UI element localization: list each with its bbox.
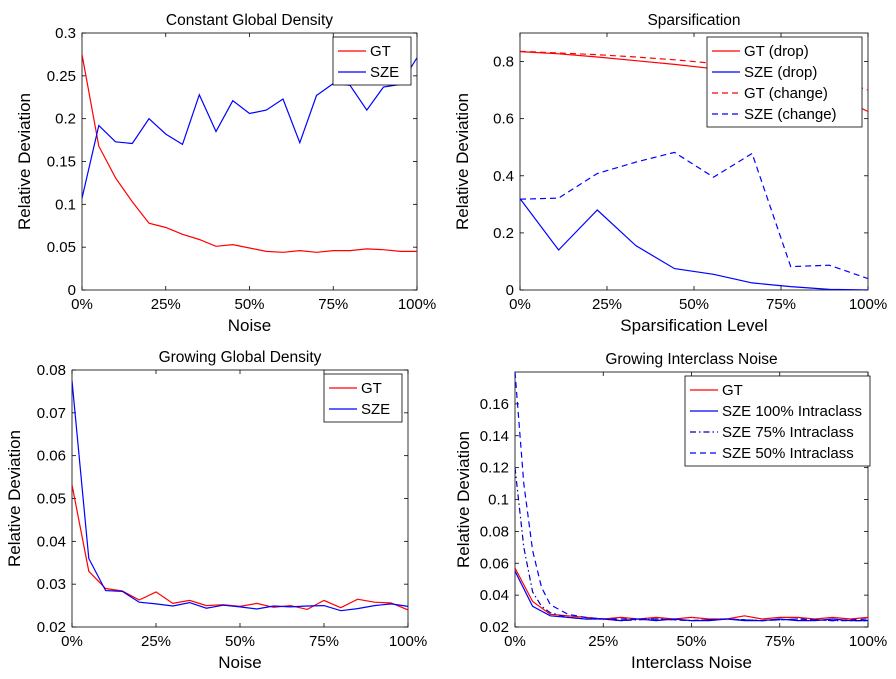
y-tick-label: 0.6	[493, 111, 514, 128]
legend-label: SZE 100% Intraclass	[722, 403, 862, 420]
legend: GT (drop) SZE (drop) GT (change) SZE (chang…	[706, 36, 863, 128]
chart-panel-2: 0% 25% 50% 75% 100% 0 0.2 0.4 0.6 0.8 Sparsificati…	[453, 12, 887, 335]
y-tick-label: 0.08	[37, 362, 66, 379]
chart-title: Sparsification	[647, 12, 740, 29]
x-tick-label: 75%	[766, 296, 796, 313]
series-line-sze	[82, 57, 417, 199]
series-line-sze-75-intraclass	[515, 467, 868, 622]
legend-box	[323, 373, 403, 423]
legend: GT SZE	[332, 36, 412, 86]
x-tick-label: 100%	[849, 633, 887, 650]
y-tick-label: 0.05	[37, 491, 66, 508]
x-tick-label: 50%	[225, 633, 255, 650]
y-tick-label: 0.2	[55, 111, 76, 128]
y-tick-label: 0.06	[37, 448, 66, 465]
legend-box	[706, 36, 863, 128]
legend-label: GT (drop)	[744, 43, 809, 60]
y-axis-label: Relative Deviation	[5, 430, 24, 567]
y-tick-label: 0.03	[37, 576, 66, 593]
y-tick-label: 0	[506, 282, 514, 299]
legend-label: SZE 75% Intraclass	[722, 424, 854, 441]
legend-label: GT	[722, 382, 743, 399]
x-tick-label: 0%	[509, 296, 531, 313]
x-tick-label: 100%	[389, 633, 427, 650]
chart-title: Constant Global Density	[166, 12, 333, 29]
x-axis-label: Noise	[228, 316, 271, 335]
x-tick-label: 25%	[151, 296, 181, 313]
x-tick-label: 100%	[849, 296, 887, 313]
y-tick-label: 0.04	[37, 533, 66, 550]
chart-title: Growing Global Density	[159, 349, 322, 366]
y-tick-label: 0.07	[37, 405, 66, 422]
y-tick-label: 0.3	[55, 25, 76, 42]
y-tick-label: 0.25	[47, 68, 76, 85]
x-tick-label: 50%	[679, 296, 709, 313]
y-tick-label: 0.16	[480, 396, 509, 413]
x-tick-label: 25%	[141, 633, 171, 650]
y-axis-label: Relative Deviation	[454, 431, 473, 568]
legend: GT SZE	[323, 373, 403, 423]
chart-panel-3: 0% 25% 50% 75% 100% 0.02 0.03 0.04 0.05 0.06 0.07 0…	[5, 349, 427, 672]
y-axis-label: Relative Deviation	[453, 93, 472, 230]
x-tick-label: 25%	[588, 633, 618, 650]
y-tick-label: 0	[68, 282, 76, 299]
legend-label: GT	[370, 43, 391, 60]
y-tick-label: 0.08	[480, 523, 509, 540]
y-tick-label: 0.1	[55, 196, 76, 213]
legend-label: SZE 50% Intraclass	[722, 445, 854, 462]
legend-label: SZE (change)	[744, 106, 837, 123]
x-axis-label: Noise	[218, 653, 261, 672]
y-tick-label: 0.05	[47, 239, 76, 256]
series-line-sze-100-intraclass	[515, 570, 868, 622]
y-tick-label: 0.06	[480, 555, 509, 572]
series-line-gt	[515, 567, 868, 620]
y-tick-label: 0.2	[493, 225, 514, 242]
x-tick-label: 25%	[592, 296, 622, 313]
legend-label: SZE	[361, 401, 390, 418]
x-tick-label: 75%	[318, 296, 348, 313]
x-tick-label: 50%	[234, 296, 264, 313]
series-line-gt	[82, 54, 417, 253]
y-tick-label: 0.04	[480, 587, 509, 604]
x-tick-label: 75%	[765, 633, 795, 650]
y-tick-label: 0.15	[47, 154, 76, 171]
series-line-sze-change	[520, 151, 868, 280]
legend-label: SZE	[370, 64, 399, 81]
legend-box	[332, 36, 412, 86]
y-tick-label: 0.12	[480, 460, 509, 477]
x-tick-label: 0%	[504, 633, 526, 650]
y-axis-label: Relative Deviation	[15, 93, 34, 230]
y-tick-label: 0.4	[493, 168, 514, 185]
legend-label: GT	[361, 380, 382, 397]
y-tick-label: 0.14	[480, 428, 509, 445]
legend-label: GT (change)	[744, 85, 828, 102]
chart-panel-1: 0% 25% 50% 75% 100% 0 0.05 0.1 0.15 0.2 0.25 0.3 Con…	[15, 12, 436, 335]
y-tick-label: 0.02	[37, 619, 66, 636]
series-line-sze	[72, 380, 408, 612]
x-tick-label: 75%	[309, 633, 339, 650]
y-tick-label: 0.8	[493, 54, 514, 71]
x-tick-label: 100%	[398, 296, 436, 313]
y-tick-label: 0.1	[488, 492, 509, 509]
x-axis-label: Interclass Noise	[631, 653, 752, 672]
chart-title: Growing Interclass Noise	[605, 351, 777, 368]
series-line-sze-50-intraclass	[515, 372, 868, 622]
chart-panel-4: 0% 25% 50% 75% 100% 0.02 0.04 0.06 0.08 0.1 0.12 0.…	[454, 351, 887, 672]
legend: GT SZE 100% Intraclass SZE 75% Intraclass S…	[684, 375, 871, 467]
y-tick-label: 0.02	[480, 619, 509, 636]
x-tick-label: 0%	[61, 633, 83, 650]
x-tick-label: 50%	[676, 633, 706, 650]
x-tick-label: 0%	[71, 296, 93, 313]
series-line-sze-drop	[520, 198, 868, 290]
x-axis-label: Sparsification Level	[620, 316, 767, 335]
legend-box	[684, 375, 871, 467]
legend-label: SZE (drop)	[744, 64, 817, 81]
